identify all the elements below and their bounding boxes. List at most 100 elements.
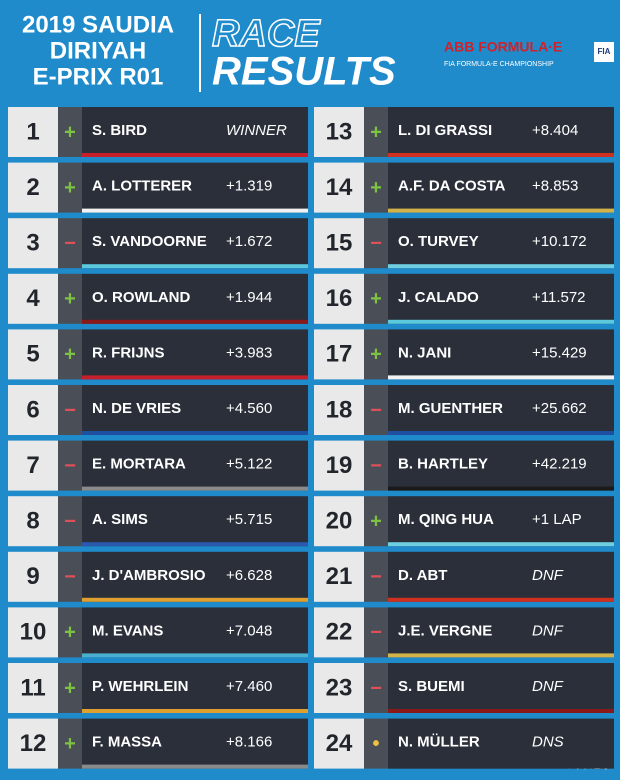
team-stripe [82, 431, 308, 435]
gap: +5.122 [226, 456, 272, 473]
position: 19 [326, 452, 353, 479]
team-stripe [82, 375, 308, 380]
indicator-box [364, 718, 388, 769]
position: 10 [20, 619, 47, 646]
driver-panel [82, 440, 308, 491]
position: 13 [326, 118, 353, 145]
indicator-box [364, 329, 388, 380]
driver-panel [82, 218, 308, 269]
driver: S. VANDOORNE [92, 233, 207, 250]
position-box [8, 551, 58, 602]
logo-badge-bg [594, 42, 614, 62]
event-line: 2019 SAUDIA [22, 11, 174, 38]
gap: +8.853 [532, 178, 578, 195]
team-stripe [388, 486, 614, 491]
indicator: − [64, 232, 76, 254]
position: 3 [26, 230, 39, 257]
indicator: − [370, 677, 382, 699]
driver: E. MORTARA [92, 456, 186, 473]
indicator: + [64, 677, 76, 699]
position: 18 [326, 396, 353, 423]
position-box [314, 718, 364, 769]
indicator-box [58, 273, 82, 324]
gap: +6.628 [226, 567, 272, 584]
indicator-box [58, 218, 82, 269]
indicator-box [58, 162, 82, 213]
indicator-box [58, 496, 82, 547]
indicator-box [364, 273, 388, 324]
position-box [8, 273, 58, 324]
position: 8 [26, 508, 39, 535]
position: 21 [326, 563, 353, 590]
driver-panel [388, 440, 614, 491]
position-box [314, 496, 364, 547]
driver: A.F. DA COSTA [398, 178, 506, 195]
event-line: E-PRIX R01 [33, 63, 164, 90]
position-box [314, 329, 364, 380]
gap: +1.672 [226, 233, 272, 250]
gap: +1 LAP [532, 511, 582, 528]
team-stripe [82, 264, 308, 269]
driver-panel [82, 107, 308, 157]
driver-panel [82, 329, 308, 380]
driver-panel [82, 162, 308, 213]
driver: O. ROWLAND [92, 289, 190, 306]
team-stripe [388, 319, 614, 324]
team-stripe [388, 542, 614, 547]
position-box [8, 162, 58, 213]
indicator-box [364, 440, 388, 491]
driver: J. D'AMBROSIO [92, 567, 206, 584]
driver: S. BUEMI [398, 678, 465, 695]
driver: S. BIRD [92, 122, 147, 139]
team-stripe [388, 375, 614, 380]
indicator: − [64, 510, 76, 532]
indicator: − [370, 232, 382, 254]
gap: +4.560 [226, 400, 272, 417]
indicator: + [64, 622, 76, 644]
indicator: − [370, 622, 382, 644]
driver: N. MÜLLER [398, 734, 480, 751]
driver-panel [388, 107, 614, 157]
indicator-box [58, 385, 82, 435]
driver: M. GUENTHER [398, 400, 503, 417]
position: 20 [326, 508, 353, 535]
position: 9 [26, 563, 39, 590]
driver-panel [388, 551, 614, 602]
position-box [314, 107, 364, 157]
gap: +5.715 [226, 511, 272, 528]
gap: DNF [532, 622, 564, 639]
driver-panel [82, 718, 308, 769]
logo-badge: FIA [598, 47, 611, 56]
driver-panel [82, 385, 308, 435]
team-stripe [388, 597, 614, 602]
indicator-box [58, 551, 82, 602]
driver: P. WEHRLEIN [92, 678, 188, 695]
position-box [314, 607, 364, 658]
position-box [314, 663, 364, 713]
indicator: + [370, 510, 382, 532]
logo-championship: FIA FORMULA-E CHAMPIONSHIP [444, 61, 554, 68]
gap: +7.460 [226, 678, 272, 695]
indicator-box [58, 718, 82, 769]
position: 11 [20, 674, 45, 701]
gap: +1.319 [226, 178, 272, 195]
indicator-box [364, 162, 388, 213]
indicator: + [370, 288, 382, 310]
indicator-box [364, 496, 388, 547]
position: 14 [326, 174, 353, 201]
indicator-box [58, 107, 82, 157]
indicator: + [64, 344, 76, 366]
team-stripe [82, 709, 308, 713]
indicator: • [372, 733, 379, 755]
indicator: − [370, 399, 382, 421]
driver: J.E. VERGNE [398, 622, 492, 639]
position-box [8, 329, 58, 380]
team-stripe [82, 764, 308, 769]
position: 4 [26, 285, 40, 312]
position-box [314, 385, 364, 435]
driver-panel [388, 218, 614, 269]
team-stripe [82, 486, 308, 491]
position-box [8, 496, 58, 547]
team-stripe [82, 153, 308, 157]
indicator: + [64, 121, 76, 143]
